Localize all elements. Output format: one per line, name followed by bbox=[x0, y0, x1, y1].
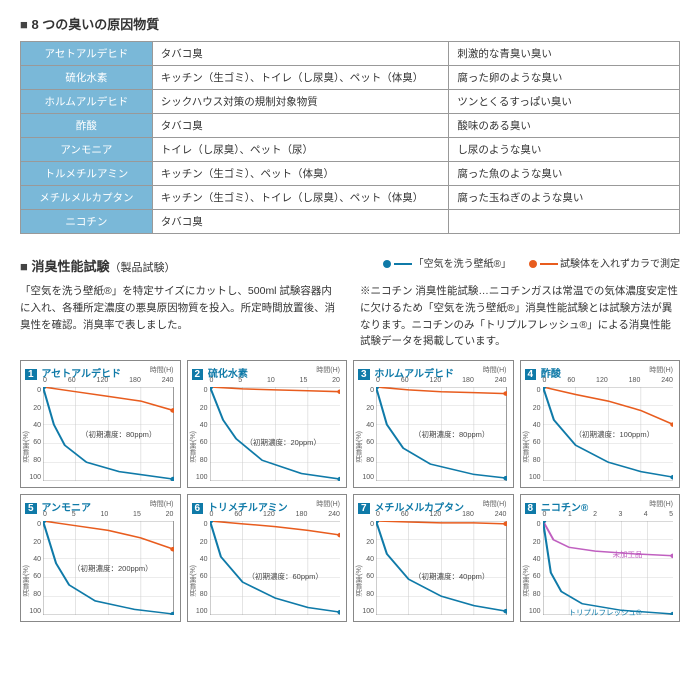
substance-source: キッチン（生ゴミ）、トイレ（し尿臭）、ペット（体臭） bbox=[152, 66, 449, 90]
substance-name: ホルムアルデヒド bbox=[21, 90, 153, 114]
substance-desc: 刺激的な青臭い臭い bbox=[449, 42, 680, 66]
substance-source: キッチン（生ゴミ）、トイレ（し尿臭）、ペット（体臭） bbox=[152, 186, 449, 210]
substance-desc: ツンとくるすっぱい臭い bbox=[449, 90, 680, 114]
substance-desc: 酸味のある臭い bbox=[449, 114, 680, 138]
chart-panel: 2 硫化水素時間(H)消臭率(%)05101520020406080100（初期… bbox=[187, 360, 348, 488]
section2-title: 消臭性能試験（製品試験） bbox=[20, 256, 175, 275]
chart-panel: 7 メチルメルカプタン時間(H)消臭率(%)060120180240020406… bbox=[353, 494, 514, 622]
substance-name: アセトアルデヒド bbox=[21, 42, 153, 66]
substance-source: タバコ臭 bbox=[152, 210, 449, 234]
substance-source: シックハウス対策の規制対象物質 bbox=[152, 90, 449, 114]
substance-name: 酢酸 bbox=[21, 114, 153, 138]
chart-panel: 8 ニコチン®時間(H)消臭率(%)012345020406080100未加工品… bbox=[520, 494, 681, 622]
chart-panel: 4 酢酸時間(H)消臭率(%)060120180240020406080100（… bbox=[520, 360, 681, 488]
chart-legend: 「空気を洗う壁紙®」 試験体を入れずカラで測定 bbox=[189, 255, 680, 270]
substance-desc: 腐った魚のような臭い bbox=[449, 162, 680, 186]
substance-name: トルメチルアミン bbox=[21, 162, 153, 186]
substance-name: アンモニア bbox=[21, 138, 153, 162]
substance-name: ニコチン bbox=[21, 210, 153, 234]
substances-table: アセトアルデヒドタバコ臭刺激的な青臭い臭い硫化水素キッチン（生ゴミ）、トイレ（し… bbox=[20, 41, 680, 234]
substance-name: 硫化水素 bbox=[21, 66, 153, 90]
substance-desc: 腐った卵のような臭い bbox=[449, 66, 680, 90]
chart-panel: 1 アセトアルデヒド時間(H)消臭率(%)0601201802400204060… bbox=[20, 360, 181, 488]
chart-panel: 5 アンモニア時間(H)消臭率(%)05101520020406080100（初… bbox=[20, 494, 181, 622]
desc-right: ※ニコチン 消臭性能試験…ニコチンガスは常温での気体濃度安定性に欠けるため「空気… bbox=[360, 283, 680, 350]
chart-panel: 6 トリメチルアミン時間(H)消臭率(%)0601201802400204060… bbox=[187, 494, 348, 622]
desc-left: 「空気を洗う壁紙®」を特定サイズにカットし、500ml 試験容器内に入れ、各種所… bbox=[20, 283, 340, 350]
substance-source: タバコ臭 bbox=[152, 42, 449, 66]
substance-desc bbox=[449, 210, 680, 234]
substance-source: タバコ臭 bbox=[152, 114, 449, 138]
substance-source: トイレ（し尿臭）、ペット（尿） bbox=[152, 138, 449, 162]
substance-name: メチルメルカプタン bbox=[21, 186, 153, 210]
substance-source: キッチン（生ゴミ）、ペット（体臭） bbox=[152, 162, 449, 186]
charts-grid: 1 アセトアルデヒド時間(H)消臭率(%)0601201802400204060… bbox=[20, 360, 680, 622]
substance-desc: 腐った玉ねぎのような臭い bbox=[449, 186, 680, 210]
chart-panel: 3 ホルムアルデヒド時間(H)消臭率(%)0601201802400204060… bbox=[353, 360, 514, 488]
section1-title: 8 つの臭いの原因物質 bbox=[20, 14, 680, 33]
description-row: 「空気を洗う壁紙®」を特定サイズにカットし、500ml 試験容器内に入れ、各種所… bbox=[20, 283, 680, 350]
substance-desc: し尿のような臭い bbox=[449, 138, 680, 162]
